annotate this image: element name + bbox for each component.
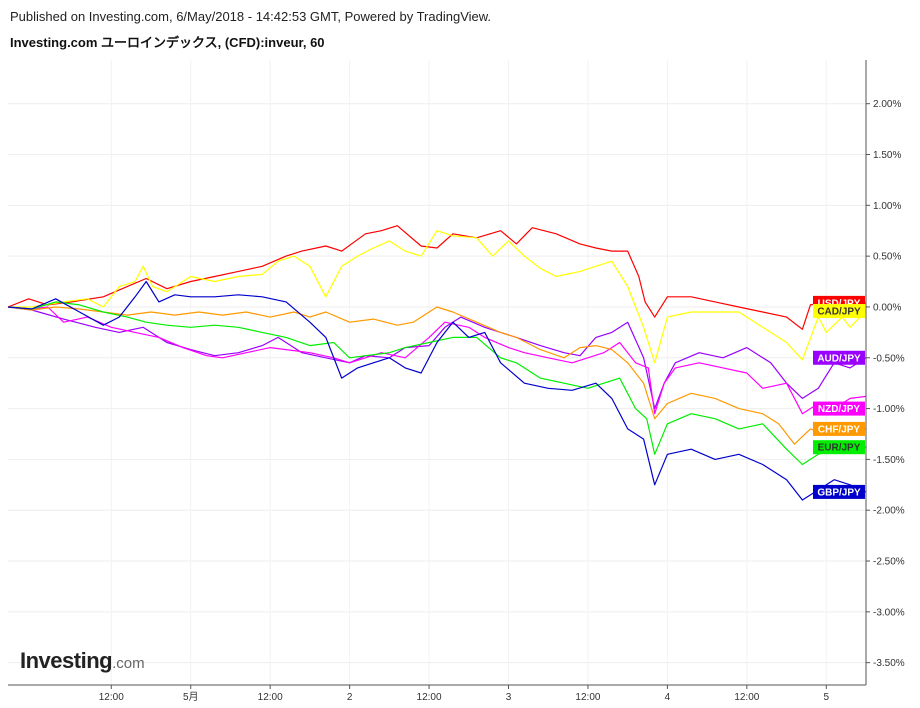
x-tick-label: 12:00 <box>258 692 283 703</box>
published-info: Published on Investing.com, 6/May/2018 -… <box>10 9 492 24</box>
y-tick-label: -1.00% <box>873 404 905 415</box>
series-badge-eur-jpy: EUR/JPY <box>813 440 865 455</box>
series-badge-nzd-jpy: NZD/JPY <box>813 401 865 416</box>
x-tick-label: 3 <box>506 692 512 703</box>
series-badge-chf-jpy: CHF/JPY <box>813 421 865 436</box>
series-line-aud-jpy <box>7 306 867 410</box>
y-tick-label: -3.50% <box>873 658 905 669</box>
logo-suffix-text: .com <box>112 655 145 672</box>
y-tick-label: -2.50% <box>873 557 905 568</box>
axes <box>8 60 867 686</box>
series-badge-label: AUD/JPY <box>817 353 861 364</box>
series-line-gbp-jpy <box>7 280 867 501</box>
y-tick-label: -0.50% <box>873 353 905 364</box>
series-badge-bg <box>813 304 865 319</box>
y-tick-label: 0.50% <box>873 252 901 263</box>
series-badge-bg <box>813 440 865 455</box>
series-badge-gbp-jpy: GBP/JPY <box>813 484 865 499</box>
series-badge-label: USD/JPY <box>818 298 861 309</box>
y-tick-label: 1.00% <box>873 201 901 212</box>
series-badge-bg <box>813 421 865 436</box>
x-tick-label: 12:00 <box>417 692 442 703</box>
y-tick-label: 0.00% <box>873 302 901 313</box>
x-tick-label: 4 <box>665 692 671 703</box>
series-line-cad-jpy <box>8 230 867 364</box>
series-badge-label: CHF/JPY <box>818 424 861 435</box>
series-badge-bg <box>813 401 865 416</box>
chart-title: Investing.com ユーロインデックス, (CFD):inveur, 6… <box>10 35 325 50</box>
series-badge-label: EUR/JPY <box>818 443 861 454</box>
y-tick-label: -1.50% <box>873 455 905 466</box>
series-line-eur-jpy <box>7 301 866 466</box>
series-lines <box>7 225 867 501</box>
x-tick-label: 5月 <box>183 691 199 703</box>
x-tick-label: 2 <box>347 692 353 703</box>
y-tick-label: -3.00% <box>873 607 905 618</box>
y-tick-label: -2.00% <box>873 506 905 517</box>
y-tick-label: 2.00% <box>873 99 901 110</box>
series-badge-bg <box>813 350 865 365</box>
grid <box>8 60 866 685</box>
series-badge-label: NZD/JPY <box>818 404 861 415</box>
x-tick-label: 12:00 <box>575 692 600 703</box>
y-tick-label: 1.50% <box>873 150 901 161</box>
x-tick-label: 12:00 <box>734 692 759 703</box>
series-line-chf-jpy <box>7 306 866 445</box>
x-tick-label: 5 <box>823 692 829 703</box>
series-badge-bg <box>813 484 865 499</box>
series-badge-aud-jpy: AUD/JPY <box>813 350 865 365</box>
series-badge-label: GBP/JPY <box>817 487 861 498</box>
ticks: 2.00% 1.50% 1.00% 0.50% 0.00% -0.50% -1.00% -1.… <box>99 99 905 703</box>
x-tick-label: 12:00 <box>99 692 124 703</box>
investing-logo: Investing.com <box>20 648 145 674</box>
series-badge-label: CAD/JPY <box>817 307 861 318</box>
logo-main-text: Investing <box>20 648 113 673</box>
series-badge-cad-jpy: CAD/JPY <box>813 304 865 319</box>
series-line-nzd-jpy <box>7 306 867 415</box>
series-line-usd-jpy <box>7 225 867 330</box>
